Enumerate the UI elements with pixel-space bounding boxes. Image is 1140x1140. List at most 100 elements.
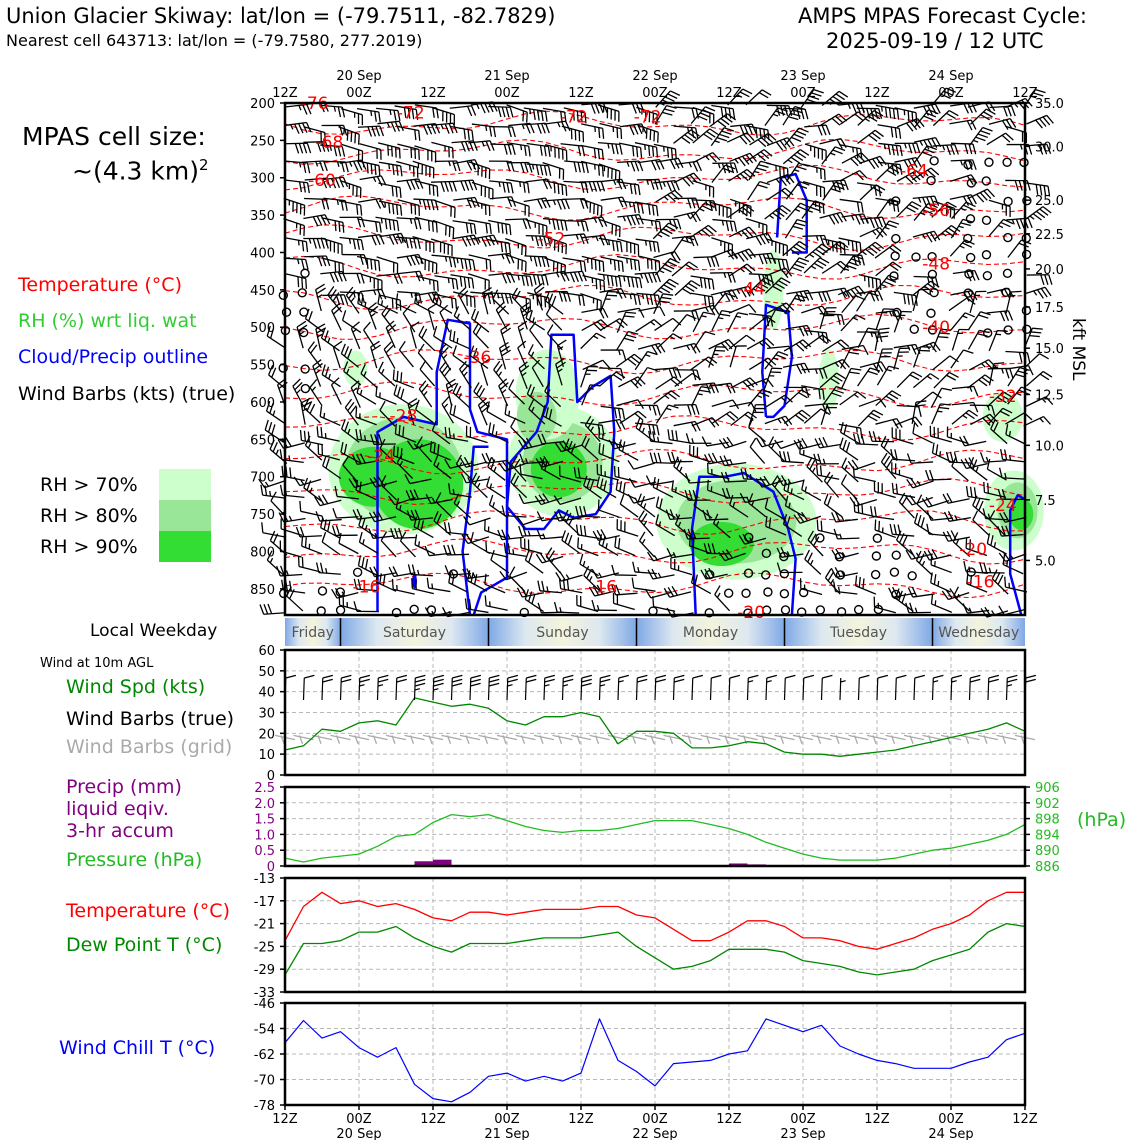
barb-staff [933, 371, 950, 389]
barb-feather [524, 145, 527, 156]
wind-barb [951, 142, 977, 155]
barb-feather [947, 511, 954, 521]
barb-feather [343, 294, 349, 305]
barb-feather [892, 108, 896, 119]
barb-feather [719, 455, 725, 466]
barb-feather [1015, 218, 1021, 230]
barb-feather [344, 398, 353, 408]
barb-feather [688, 261, 698, 269]
legend-precip-1: Precip (mm) [66, 776, 182, 798]
barb-staff [911, 402, 917, 424]
barb-staff [498, 385, 509, 407]
wind-barb [484, 595, 508, 611]
barb-feather [617, 260, 620, 272]
wind-barb [450, 179, 478, 192]
barb-feather [835, 511, 841, 522]
barb-staff [523, 499, 546, 505]
barb-feather [541, 580, 545, 592]
barb-feather [693, 172, 702, 182]
barb-feather [409, 238, 413, 249]
barb-feather [625, 334, 637, 339]
wind-barb [838, 144, 863, 160]
calm-circle [1003, 196, 1013, 207]
barb-half-feather [705, 306, 709, 313]
barb-feather [776, 105, 781, 116]
barb-feather [556, 199, 562, 210]
barb-feather [935, 444, 939, 455]
barb-feather [866, 331, 877, 335]
barb-feather [422, 124, 429, 135]
barb-feather [633, 353, 643, 362]
barb-feather [472, 347, 478, 359]
barb-feather [667, 194, 676, 203]
barb-feather [972, 459, 978, 470]
barb-staff [930, 564, 952, 574]
swatch-rh90 [159, 531, 211, 562]
barb-half-feather [348, 238, 352, 244]
legend-cloud: Cloud/Precip outline [18, 346, 209, 368]
barb-feather [801, 389, 811, 396]
barb-staff [283, 257, 306, 261]
calm-circle [1003, 232, 1013, 243]
barb-feather [460, 457, 467, 468]
barb-feather [708, 153, 717, 163]
barb-feather [880, 361, 888, 372]
barb-half-feather [333, 106, 337, 112]
barb-feather [966, 120, 973, 131]
barb-feather [579, 234, 585, 245]
barb-feather [388, 234, 395, 245]
calm-circle [927, 251, 937, 262]
barb-feather [602, 102, 608, 113]
barb-feather [764, 497, 769, 509]
barb-feather [312, 359, 322, 367]
barb-feather [615, 241, 619, 252]
wind-barb [490, 125, 516, 138]
barb-staff [395, 303, 417, 314]
wind-barb [553, 495, 582, 506]
barb-half-feather [626, 161, 630, 167]
barb-half-feather [452, 488, 455, 495]
wind-barb [431, 122, 458, 134]
barb-staff [783, 409, 803, 424]
barb-half-feather [559, 607, 562, 613]
wind-barb [951, 401, 979, 413]
barb-feather [379, 198, 386, 209]
barb-feather [786, 451, 791, 463]
wind-barb [652, 476, 674, 498]
barb-feather [873, 409, 884, 416]
calm-circle [891, 233, 901, 244]
barb-feather [591, 599, 596, 611]
wind-barb [655, 376, 683, 390]
wind-barb [693, 256, 720, 268]
wind-barb [321, 364, 341, 388]
barb-staff [431, 254, 454, 258]
wind-barb [309, 379, 323, 407]
barb-feather [764, 276, 774, 284]
barb-feather [648, 204, 651, 215]
barb-feather [404, 474, 411, 484]
barb-feather [536, 528, 542, 540]
wind-barb [819, 372, 846, 389]
barb-feather [529, 386, 535, 397]
barb-staff [823, 480, 840, 498]
wind-barb [409, 321, 420, 349]
barb-feather [857, 502, 860, 513]
barb-staff [412, 587, 434, 595]
barb-feather [620, 128, 623, 140]
barb-feather [661, 296, 672, 300]
barb-feather [267, 422, 273, 433]
barb-feather [465, 222, 469, 234]
barb-feather [892, 164, 903, 171]
barb-half-feather [841, 551, 846, 558]
barb-feather [347, 401, 355, 412]
wind-barb [793, 511, 822, 524]
barb-staff [342, 319, 362, 334]
barb-feather [846, 264, 857, 270]
barb-half-feather [968, 566, 971, 572]
wind-barb [777, 475, 805, 487]
isotherm-line [284, 510, 1026, 535]
barb-feather [448, 572, 452, 583]
barb-feather [321, 531, 327, 543]
barb-half-feather [926, 375, 932, 380]
barb-feather [504, 293, 509, 304]
